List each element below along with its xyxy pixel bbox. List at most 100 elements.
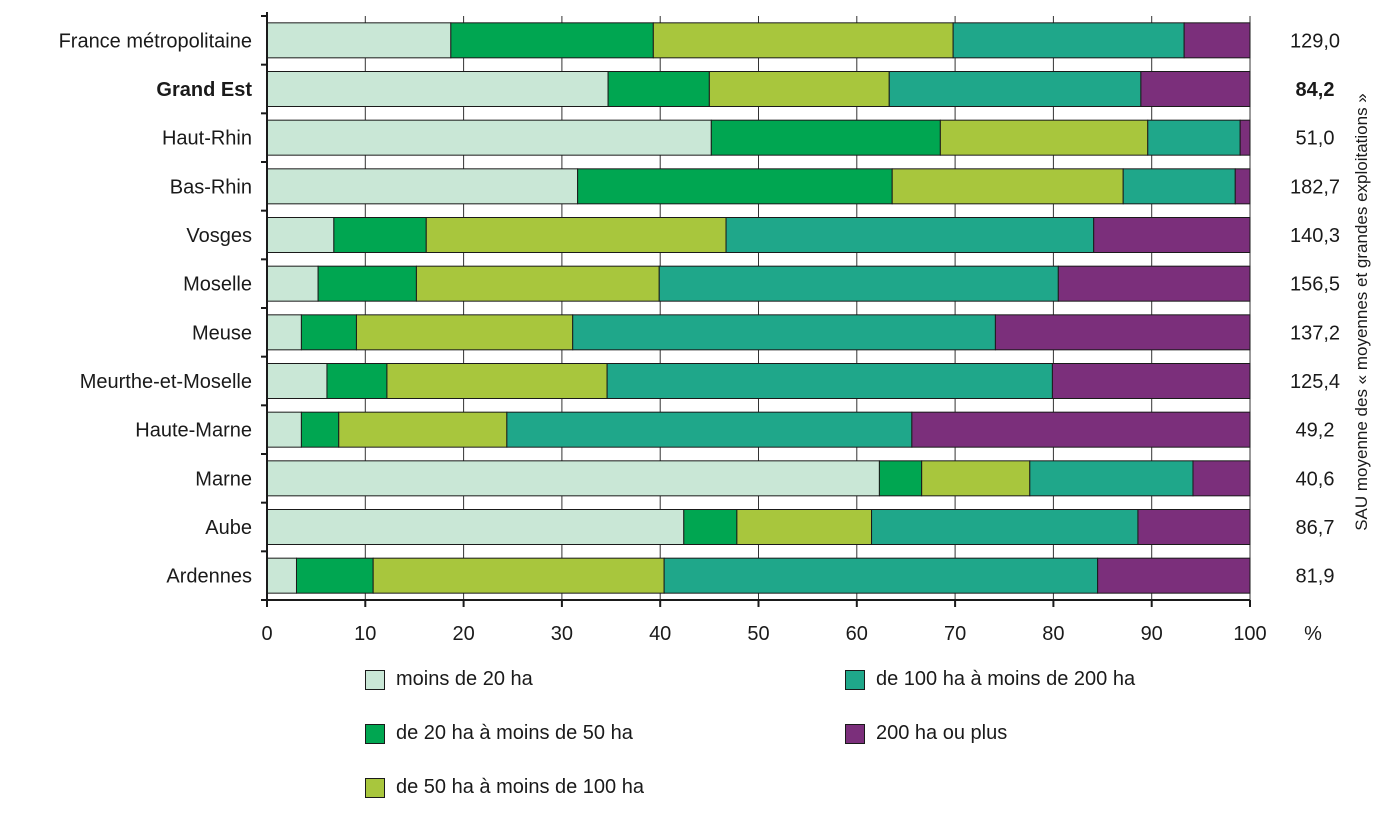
bar-grand-est-s1 xyxy=(607,71,710,107)
bar-haute-marne-s0 xyxy=(266,411,302,448)
bar-bas-rhin-s0 xyxy=(266,168,579,205)
bar-aube-s0 xyxy=(266,509,685,545)
bar-haut-rhin-s4 xyxy=(1239,119,1251,156)
bar-marne-s0 xyxy=(266,460,880,497)
bar-moselle-s0 xyxy=(266,265,319,302)
category-label-marne: Marne xyxy=(195,468,252,490)
bar-vosges-s3 xyxy=(725,217,1095,253)
bar-grand-est-s3 xyxy=(888,71,1142,107)
right-value-haute-marne: 49,2 xyxy=(1296,420,1335,442)
bar-vosges-s2 xyxy=(425,217,727,253)
bars xyxy=(266,22,1251,594)
bar-haute-marne-s1 xyxy=(300,411,340,448)
bar-france-metropolitaine-s2 xyxy=(652,22,954,59)
category-label-ardennes: Ardennes xyxy=(166,566,252,588)
category-label-vosges: Vosges xyxy=(186,225,252,247)
bar-aube-s1 xyxy=(683,509,738,545)
x-tick-label-80: 80 xyxy=(1042,623,1064,645)
bar-france-metropolitaine-s3 xyxy=(952,22,1185,59)
category-labels: France métropolitaine Grand Est Haut-Rhin B… xyxy=(59,30,253,587)
bar-aube-s2 xyxy=(736,509,873,545)
bar-haut-rhin-s3 xyxy=(1147,119,1241,156)
bar-ardennes-s0 xyxy=(266,557,297,594)
bar-ardennes-s4 xyxy=(1097,557,1251,594)
bar-grand-est-s0 xyxy=(266,71,609,107)
right-value-aube: 86,7 xyxy=(1296,517,1335,539)
bar-aube-s4 xyxy=(1137,509,1251,545)
right-value-haut-rhin: 51,0 xyxy=(1296,128,1335,150)
bar-moselle-s4 xyxy=(1057,265,1251,302)
category-label-meuse: Meuse xyxy=(192,322,252,344)
gridlines xyxy=(364,16,1251,600)
x-tick-label-40: 40 xyxy=(649,623,671,645)
x-tick-label-100: 100 xyxy=(1233,623,1266,645)
bar-moselle-s1 xyxy=(317,265,417,302)
category-label-moselle: Moselle xyxy=(183,274,252,296)
bar-meurthe-et-moselle-s4 xyxy=(1051,363,1251,399)
axes xyxy=(261,12,1251,607)
bar-haute-marne-s4 xyxy=(911,411,1251,448)
x-tick-labels: 0 10 20 30 40 50 60 70 80 90 100 xyxy=(261,623,1266,645)
right-value-meurthe-et-moselle: 125,4 xyxy=(1290,371,1340,393)
bar-ardennes-s1 xyxy=(295,557,374,594)
bar-bas-rhin-s4 xyxy=(1234,168,1251,205)
bar-moselle-s3 xyxy=(658,265,1059,302)
category-label-haute-marne: Haute-Marne xyxy=(135,420,252,442)
x-tick-label-30: 30 xyxy=(551,623,573,645)
bar-meuse-s4 xyxy=(994,314,1251,351)
x-tick-label-90: 90 xyxy=(1141,623,1163,645)
x-tick-label-20: 20 xyxy=(452,623,474,645)
bar-marne-s2 xyxy=(921,460,1031,497)
bar-marne-s4 xyxy=(1192,460,1251,497)
bar-france-metropolitaine-s4 xyxy=(1183,22,1251,59)
bar-grand-est-s2 xyxy=(708,71,890,107)
category-label-haut-rhin: Haut-Rhin xyxy=(162,128,252,150)
bar-meuse-s1 xyxy=(300,314,357,351)
bar-meuse-s0 xyxy=(266,314,302,351)
right-value-vosges: 140,3 xyxy=(1290,225,1340,247)
x-tick-label-70: 70 xyxy=(944,623,966,645)
category-label-bas-rhin: Bas-Rhin xyxy=(170,176,252,198)
bar-grand-est-s4 xyxy=(1140,71,1251,107)
bar-haut-rhin-s1 xyxy=(710,119,941,156)
bar-haute-marne-s2 xyxy=(338,411,508,448)
bar-ardennes-s2 xyxy=(372,557,665,594)
bar-vosges-s0 xyxy=(266,217,335,253)
bar-haut-rhin-s0 xyxy=(266,119,712,156)
bar-marne-s1 xyxy=(878,460,923,497)
right-value-grand-est: 84,2 xyxy=(1296,79,1335,101)
right-value-bas-rhin: 182,7 xyxy=(1290,176,1340,198)
bar-bas-rhin-s3 xyxy=(1122,168,1236,205)
category-label-meurthe-et-moselle: Meurthe-et-Moselle xyxy=(80,371,252,393)
bar-aube-s3 xyxy=(871,509,1139,545)
x-tick-label-50: 50 xyxy=(747,623,769,645)
bar-vosges-s1 xyxy=(333,217,427,253)
bar-moselle-s2 xyxy=(415,265,660,302)
category-label-france-metropolitaine: France métropolitaine xyxy=(59,30,252,52)
bar-meuse-s3 xyxy=(572,314,996,351)
right-axis-label: SAU moyenne des « moyennes et grandes ex… xyxy=(1352,93,1371,531)
category-label-aube: Aube xyxy=(205,517,252,539)
category-label-grand-est: Grand Est xyxy=(156,79,252,101)
bar-meurthe-et-moselle-s3 xyxy=(606,363,1053,399)
right-value-marne: 40,6 xyxy=(1296,468,1335,490)
bar-meuse-s2 xyxy=(355,314,574,351)
bar-bas-rhin-s2 xyxy=(891,168,1124,205)
bar-marne-s3 xyxy=(1029,460,1194,497)
bar-vosges-s4 xyxy=(1093,217,1251,253)
x-axis-unit: % xyxy=(1304,623,1322,645)
bar-meurthe-et-moselle-s1 xyxy=(326,363,388,399)
bar-ardennes-s3 xyxy=(663,557,1099,594)
bar-bas-rhin-s1 xyxy=(577,168,893,205)
right-value-moselle: 156,5 xyxy=(1290,274,1340,296)
bar-haut-rhin-s2 xyxy=(939,119,1149,156)
right-value-meuse: 137,2 xyxy=(1290,322,1340,344)
bar-france-metropolitaine-s0 xyxy=(266,22,452,59)
bar-meurthe-et-moselle-s0 xyxy=(266,363,328,399)
x-tick-label-60: 60 xyxy=(846,623,868,645)
right-value-labels: 129,0 84,2 51,0 182,7 140,3 156,5 137,2 125,4 49… xyxy=(1290,30,1340,587)
right-value-ardennes: 81,9 xyxy=(1296,566,1335,588)
bar-france-metropolitaine-s1 xyxy=(450,22,654,59)
bar-meurthe-et-moselle-s2 xyxy=(386,363,608,399)
